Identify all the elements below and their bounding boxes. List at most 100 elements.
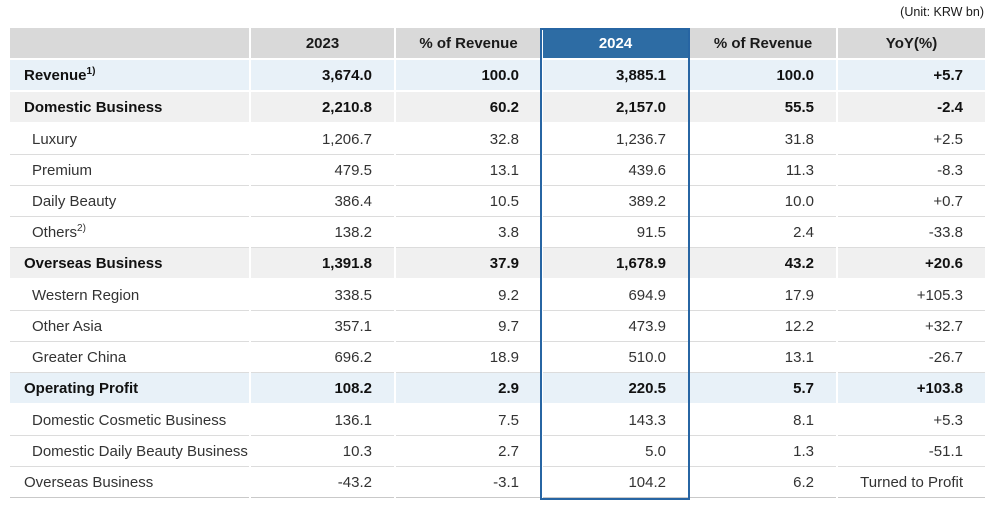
unit-label: (Unit: KRW bn) <box>900 5 984 19</box>
cell-value: 13.1 <box>395 154 543 186</box>
column-header-yoy: YoY(%) <box>837 28 985 60</box>
table-row-operating-profit: Operating Profit 108.2 2.9 220.5 5.7 +103.8 <box>10 372 985 405</box>
footnote-marker: 2) <box>77 222 86 234</box>
cell-value: 10.3 <box>250 435 396 467</box>
cell-value: 696.2 <box>250 341 396 373</box>
column-header-empty <box>10 28 251 60</box>
row-label: Greater China <box>10 341 251 373</box>
cell-value: 3,885.1 <box>542 59 690 92</box>
cell-value: +32.7 <box>837 310 985 342</box>
row-label-text: Overseas Business <box>24 473 154 491</box>
table-row-revenue: Revenue1) 3,674.0 100.0 3,885.1 100.0 +5.7 <box>10 59 985 92</box>
cell-value: 37.9 <box>395 247 543 280</box>
row-label: Overseas Business <box>10 466 251 498</box>
cell-value: 357.1 <box>250 310 396 342</box>
table-row-other-asia: Other Asia 357.1 9.7 473.9 12.2 +32.7 <box>10 310 985 342</box>
cell-value: 32.8 <box>395 123 543 155</box>
row-label: Western Region <box>10 279 251 311</box>
row-label: Luxury <box>10 123 251 155</box>
cell-value: 694.9 <box>542 279 690 311</box>
cell-value: 18.9 <box>395 341 543 373</box>
table-row-overseas-business: Overseas Business -43.2 -3.1 104.2 6.2 Turned… <box>10 466 985 498</box>
table-row-overseas-business: Overseas Business 1,391.8 37.9 1,678.9 43.2 +… <box>10 247 985 280</box>
financial-results-table: 2023% of Revenue 2024% of Revenue YoY(%) R… <box>10 28 985 498</box>
cell-value: 2.4 <box>689 216 838 248</box>
cell-value: 8.1 <box>689 404 838 436</box>
row-label-text: Others <box>32 223 78 241</box>
table-row-daily-beauty: Daily Beauty 386.4 10.5 389.2 10.0 +0.7 <box>10 185 985 217</box>
row-label: Daily Beauty <box>10 185 251 217</box>
cell-value: +2.5 <box>837 123 985 155</box>
table-row-greater-china: Greater China 696.2 18.9 510.0 13.1 -26.7 <box>10 341 985 373</box>
table-row-domestic-daily-beauty-business: Domestic Daily Beauty Business 10.3 2.7 5.0… <box>10 435 985 467</box>
cell-value: 510.0 <box>542 341 690 373</box>
cell-value: Turned to Profit <box>837 466 985 498</box>
cell-value: 3,674.0 <box>250 59 396 92</box>
row-label: Other Asia <box>10 310 251 342</box>
cell-value: 2.9 <box>395 372 543 405</box>
cell-value: 60.2 <box>395 91 543 124</box>
table-row-western-region: Western Region 338.5 9.2 694.9 17.9 +105.3 <box>10 279 985 311</box>
cell-value: 43.2 <box>689 247 838 280</box>
row-label-text: Operating Profit <box>24 379 139 397</box>
header-row: 2023% of Revenue 2024% of Revenue YoY(%) <box>10 28 985 60</box>
cell-value: 100.0 <box>689 59 838 92</box>
cell-value: 108.2 <box>250 372 396 405</box>
table-row-others: Others2) 138.2 3.8 91.5 2.4 -33.8 <box>10 216 985 248</box>
cell-value: 1,678.9 <box>542 247 690 280</box>
cell-value: 9.7 <box>395 310 543 342</box>
cell-value: 5.0 <box>542 435 690 467</box>
row-label: Premium <box>10 154 251 186</box>
cell-value: 143.3 <box>542 404 690 436</box>
cell-value: 479.5 <box>250 154 396 186</box>
cell-value: +0.7 <box>837 185 985 217</box>
cell-value: -3.1 <box>395 466 543 498</box>
row-label-text: Domestic Business <box>24 98 163 116</box>
table-row-luxury: Luxury 1,206.7 32.8 1,236.7 31.8 +2.5 <box>10 123 985 155</box>
cell-value: 7.5 <box>395 404 543 436</box>
table-body: Revenue1) 3,674.0 100.0 3,885.1 100.0 +5.7 Dom… <box>10 59 985 498</box>
cell-value: 138.2 <box>250 216 396 248</box>
cell-value: 100.0 <box>395 59 543 92</box>
row-label: Operating Profit <box>10 372 251 405</box>
cell-value: 55.5 <box>689 91 838 124</box>
cell-value: 2,157.0 <box>542 91 690 124</box>
cell-value: 2.7 <box>395 435 543 467</box>
cell-value: +20.6 <box>837 247 985 280</box>
cell-value: -51.1 <box>837 435 985 467</box>
cell-value: 17.9 <box>689 279 838 311</box>
cell-value: 9.2 <box>395 279 543 311</box>
row-label-text: Luxury <box>32 130 78 148</box>
cell-value: 13.1 <box>689 341 838 373</box>
cell-value: 386.4 <box>250 185 396 217</box>
cell-value: 10.0 <box>689 185 838 217</box>
row-label: Domestic Daily Beauty Business <box>10 435 251 467</box>
cell-value: 473.9 <box>542 310 690 342</box>
cell-value: -26.7 <box>837 341 985 373</box>
table-row-premium: Premium 479.5 13.1 439.6 11.3 -8.3 <box>10 154 985 186</box>
cell-value: -2.4 <box>837 91 985 124</box>
cell-value: 220.5 <box>542 372 690 405</box>
row-label-text: Domestic Cosmetic Business <box>32 411 227 429</box>
cell-value: 1.3 <box>689 435 838 467</box>
cell-value: 6.2 <box>689 466 838 498</box>
column-header-of-revenue: % of Revenue <box>395 28 543 60</box>
cell-value: 11.3 <box>689 154 838 186</box>
row-label: Domestic Cosmetic Business <box>10 404 251 436</box>
financial-results-table-wrap: 2023% of Revenue 2024% of Revenue YoY(%) R… <box>10 28 985 500</box>
cell-value: +5.3 <box>837 404 985 436</box>
row-label: Overseas Business <box>10 247 251 280</box>
row-label-text: Other Asia <box>32 317 103 335</box>
row-label: Revenue1) <box>10 59 251 92</box>
table-row-domestic-cosmetic-business: Domestic Cosmetic Business 136.1 7.5 143.3 8… <box>10 404 985 436</box>
cell-value: -33.8 <box>837 216 985 248</box>
cell-value: 338.5 <box>250 279 396 311</box>
cell-value: 1,236.7 <box>542 123 690 155</box>
cell-value: 5.7 <box>689 372 838 405</box>
cell-value: 439.6 <box>542 154 690 186</box>
cell-value: 31.8 <box>689 123 838 155</box>
row-label: Others2) <box>10 216 251 248</box>
column-header-2023: 2023 <box>250 28 396 60</box>
column-header-2024: 2024 <box>542 28 690 60</box>
